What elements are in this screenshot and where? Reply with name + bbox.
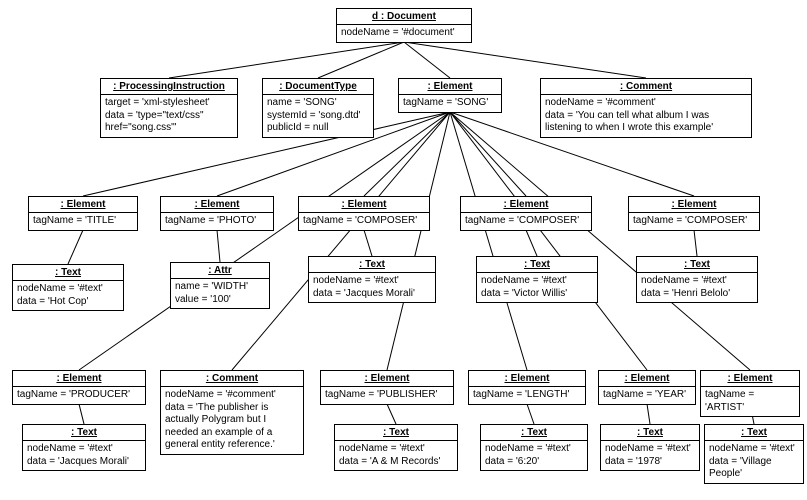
node-header: : Text (601, 425, 699, 441)
node-comp1: : ElementtagName = 'COMPOSER' (298, 196, 430, 231)
node-header: : Element (461, 197, 591, 213)
node-body: nodeName = '#comment'data = 'You can tel… (541, 95, 751, 137)
node-song: : ElementtagName = 'SONG' (398, 78, 502, 113)
node-comp2_t: : TextnodeName = '#text'data = 'Victor W… (476, 256, 598, 303)
node-pi: : ProcessingInstructiontarget = 'xml-sty… (100, 78, 238, 138)
node-pub_t: : TextnodeName = '#text'data = 'A & M Re… (334, 424, 458, 471)
edge (694, 230, 697, 256)
node-header: : Element (701, 371, 799, 387)
node-header: : Element (161, 197, 273, 213)
node-header: : Text (23, 425, 145, 441)
node-header: : Attr (171, 263, 269, 279)
node-year_t: : TextnodeName = '#text'data = '1978' (600, 424, 700, 471)
node-header: : DocumentType (263, 79, 373, 95)
node-attr: : Attrname = 'WIDTH'value = '100' (170, 262, 270, 309)
edge (79, 404, 84, 424)
edge (450, 112, 750, 370)
node-year: : ElementtagName = 'YEAR' (598, 370, 696, 405)
node-body: tagName = 'COMPOSER' (461, 213, 591, 230)
node-header: : Text (481, 425, 587, 441)
node-body: target = 'xml-stylesheet'data = 'type="t… (101, 95, 237, 137)
node-body: tagName = 'COMPOSER' (299, 213, 429, 230)
node-comment2: : CommentnodeName = '#comment'data = 'Th… (160, 370, 304, 455)
node-body: tagName = 'TITLE' (29, 213, 137, 230)
edge (79, 112, 450, 370)
node-header: : Comment (541, 79, 751, 95)
edge (404, 42, 646, 78)
node-body: nodeName = '#text'data = 'Jacques Morali… (309, 273, 435, 302)
node-header: : Element (629, 197, 759, 213)
node-body: name = 'WIDTH'value = '100' (171, 279, 269, 308)
edge (364, 230, 372, 256)
edge (404, 42, 450, 78)
edge (387, 112, 450, 370)
node-comp1_t: : TextnodeName = '#text'data = 'Jacques … (308, 256, 436, 303)
node-header: : Text (335, 425, 457, 441)
node-body: nodeName = '#text'data = '6:20' (481, 441, 587, 470)
edge (364, 112, 450, 196)
node-body: nodeName = '#text'data = 'A & M Records' (335, 441, 457, 470)
node-body: name = 'SONG'systemId = 'song.dtd'public… (263, 95, 373, 137)
node-header: : Element (29, 197, 137, 213)
node-comp3_t: : TextnodeName = '#text'data = 'Henri Be… (636, 256, 758, 303)
node-artist_t: : TextnodeName = '#text'data = 'Village … (704, 424, 804, 484)
edge (387, 404, 396, 424)
node-producer: : ElementtagName = 'PRODUCER' (12, 370, 146, 405)
node-length: : ElementtagName = 'LENGTH' (468, 370, 586, 405)
edge (647, 404, 650, 424)
node-body: tagName = 'YEAR' (599, 387, 695, 404)
node-comp2: : ElementtagName = 'COMPOSER' (460, 196, 592, 231)
node-body: nodeName = '#text'data = 'Henri Belolo' (637, 273, 757, 302)
node-header: d : Document (337, 9, 471, 25)
node-header: : Comment (161, 371, 303, 387)
node-body: nodeName = '#comment'data = 'The publish… (161, 387, 303, 454)
node-body: tagName = 'PRODUCER' (13, 387, 145, 404)
edge (68, 230, 83, 264)
node-title_t: : TextnodeName = '#text'data = 'Hot Cop' (12, 264, 124, 311)
node-header: : Text (309, 257, 435, 273)
node-publisher: : ElementtagName = 'PUBLISHER' (320, 370, 454, 405)
node-header: : Element (13, 371, 145, 387)
node-dtype: : DocumentTypename = 'SONG'systemId = 's… (262, 78, 374, 138)
node-header: : Text (477, 257, 597, 273)
edge (450, 112, 526, 196)
node-doc: d : DocumentnodeName = '#document' (336, 8, 472, 43)
node-body: tagName = 'PHOTO' (161, 213, 273, 230)
node-body: tagName = 'SONG' (399, 95, 501, 112)
node-header: : Element (321, 371, 453, 387)
node-body: nodeName = '#text'data = 'Village People… (705, 441, 803, 483)
node-body: tagName = 'LENGTH' (469, 387, 585, 404)
node-body: nodeName = '#text'data = 'Hot Cop' (13, 281, 123, 310)
node-body: nodeName = '#document' (337, 25, 471, 42)
node-comment1: : CommentnodeName = '#comment'data = 'Yo… (540, 78, 752, 138)
node-header: : Element (599, 371, 695, 387)
edge (526, 230, 537, 256)
node-body: tagName = 'PUBLISHER' (321, 387, 453, 404)
node-photo: : ElementtagName = 'PHOTO' (160, 196, 274, 231)
edge (232, 112, 450, 370)
node-header: : Text (705, 425, 803, 441)
node-comp3: : ElementtagName = 'COMPOSER' (628, 196, 760, 231)
edge (318, 42, 404, 78)
edge (527, 404, 534, 424)
node-prod_t: : TextnodeName = '#text'data = 'Jacques … (22, 424, 146, 471)
node-body: nodeName = '#text'data = 'Victor Willis' (477, 273, 597, 302)
node-body: nodeName = '#text'data = 'Jacques Morali… (23, 441, 145, 470)
edge (450, 112, 647, 370)
edge (450, 112, 527, 370)
node-header: : Text (637, 257, 757, 273)
node-header: : Element (469, 371, 585, 387)
node-header: : Element (299, 197, 429, 213)
node-len_t: : TextnodeName = '#text'data = '6:20' (480, 424, 588, 471)
node-header: : Text (13, 265, 123, 281)
node-body: tagName = 'ARTIST' (701, 387, 799, 416)
node-artist: : ElementtagName = 'ARTIST' (700, 370, 800, 417)
node-header: : ProcessingInstruction (101, 79, 237, 95)
edge (217, 230, 220, 262)
node-title: : ElementtagName = 'TITLE' (28, 196, 138, 231)
node-header: : Element (399, 79, 501, 95)
node-body: nodeName = '#text'data = '1978' (601, 441, 699, 470)
edge (169, 42, 404, 78)
node-body: tagName = 'COMPOSER' (629, 213, 759, 230)
